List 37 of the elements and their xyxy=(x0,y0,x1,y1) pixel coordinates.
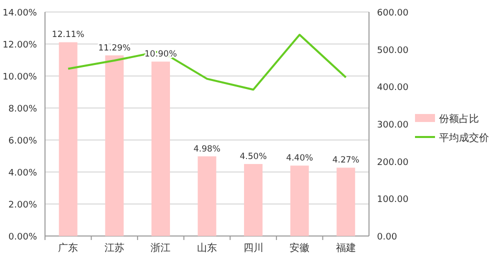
y2-tick-label: 300.00 xyxy=(377,120,409,130)
y2-tick-label: 100.00 xyxy=(377,195,409,206)
x-tick-label: 山东 xyxy=(197,242,217,254)
x-tick-label: 江苏 xyxy=(104,242,124,254)
y2-tick-label: 200.00 xyxy=(377,158,409,168)
y-tick-label: 4.00% xyxy=(8,168,38,178)
y-tick-label: 6.00% xyxy=(8,136,38,146)
y-tick-label: 12.00% xyxy=(2,40,38,50)
data-label: 4.27% xyxy=(332,156,360,166)
y-tick-label: 10.00% xyxy=(2,72,38,82)
y-tick-label: 8.00% xyxy=(8,104,38,114)
x-tick-label: 四川 xyxy=(243,242,264,254)
bar xyxy=(198,156,216,236)
bar xyxy=(290,166,309,236)
data-label: 4.40% xyxy=(286,154,314,164)
legend-label: 平均成交价 xyxy=(439,132,489,144)
y2-tick-label: 400.00 xyxy=(377,83,409,94)
bar xyxy=(58,42,78,236)
bar xyxy=(336,168,356,236)
data-label: 12.11% xyxy=(52,30,84,40)
y2-tick-label: 500.00 xyxy=(377,46,409,56)
y-tick-label: 0.00% xyxy=(8,232,38,242)
y-tick-label: 14.00% xyxy=(2,8,38,18)
data-label: 4.50% xyxy=(240,152,267,162)
y2-tick-label: 0.00 xyxy=(377,232,398,242)
y-tick-label: 2.00% xyxy=(8,200,38,210)
x-tick-label: 浙江 xyxy=(150,242,171,254)
x-tick-label: 广东 xyxy=(58,242,78,254)
bar xyxy=(244,164,263,236)
x-tick-label: 福建 xyxy=(336,242,356,254)
legend-label: 份额占比 xyxy=(439,113,479,125)
bar xyxy=(151,62,170,236)
x-tick-label: 安徽 xyxy=(290,242,310,254)
data-label: 11.29% xyxy=(98,43,131,54)
data-label: 4.98% xyxy=(193,144,221,154)
bar xyxy=(105,55,124,236)
y2-tick-label: 600.00 xyxy=(377,8,409,18)
